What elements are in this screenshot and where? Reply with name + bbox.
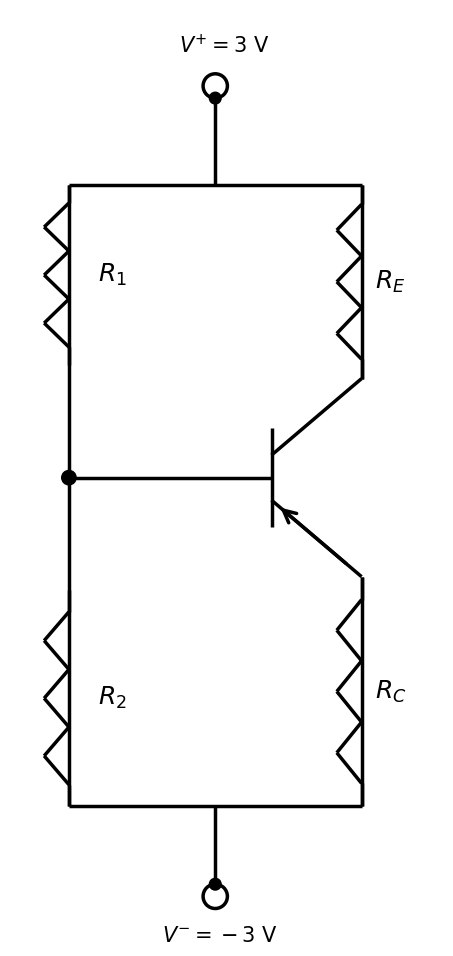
Circle shape: [209, 92, 221, 104]
Text: $R_C$: $R_C$: [375, 679, 407, 705]
Text: $R_1$: $R_1$: [98, 262, 127, 288]
Circle shape: [62, 470, 76, 485]
Text: $R_E$: $R_E$: [375, 269, 405, 294]
Text: $V^{-} = -3\ \rm{V}$: $V^{-} = -3\ \rm{V}$: [162, 925, 278, 945]
Text: $V^{+}= 3\ \rm{V}$: $V^{+}= 3\ \rm{V}$: [179, 33, 270, 56]
Circle shape: [209, 879, 221, 890]
Text: $R_2$: $R_2$: [98, 685, 127, 711]
